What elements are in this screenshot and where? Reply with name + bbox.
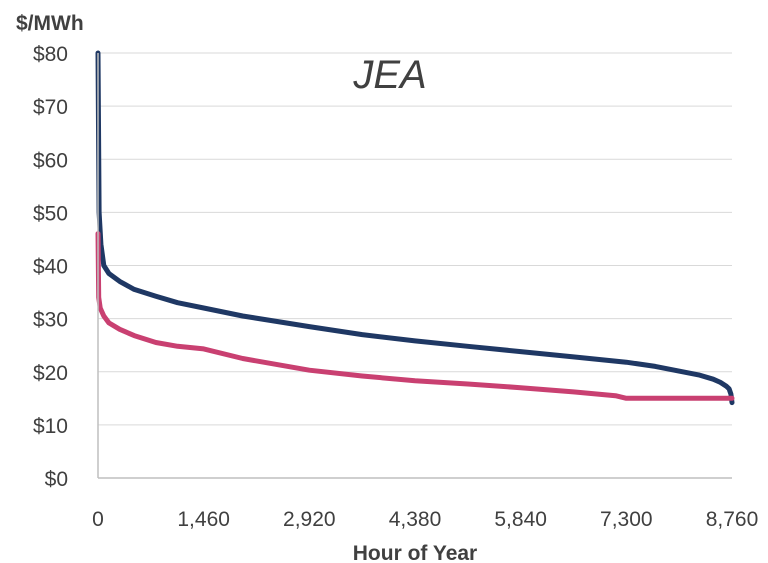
x-tick-label: 4,380 (389, 508, 442, 531)
y-tick-label: $60 (33, 149, 68, 172)
y-tick-label: $10 (33, 415, 68, 438)
y-tick-labels: $0 $10 $20 $30 $40 $50 $60 $70 $80 (33, 43, 68, 491)
chart-title: JEA (352, 53, 426, 97)
y-tick-label: $80 (33, 43, 68, 66)
series-line-1 (95, 50, 735, 406)
x-tick-label: 7,300 (600, 508, 653, 531)
x-tick-label: 8,760 (706, 508, 759, 531)
x-axis-title: Hour of Year (353, 542, 477, 563)
y-tick-label: $20 (33, 362, 68, 385)
series-layer (95, 50, 735, 406)
y-tick-label: $30 (33, 309, 68, 332)
series-line-2 (95, 231, 735, 401)
y-axis-unit-label: $/MWh (16, 12, 84, 35)
x-tick-label: 5,840 (494, 508, 547, 531)
x-tick-label: 1,460 (177, 508, 230, 531)
axes (97, 53, 732, 479)
x-tick-label: 0 (92, 508, 104, 531)
x-tick-labels: 0 1,460 2,920 4,380 5,840 7,300 8,760 (92, 508, 758, 531)
y-tick-label: $50 (33, 202, 68, 225)
gridlines (98, 52, 732, 426)
y-tick-label: $70 (33, 96, 68, 119)
x-tick-label: 2,920 (283, 508, 336, 531)
y-tick-label: $0 (45, 468, 68, 491)
y-tick-label: $40 (33, 256, 68, 279)
